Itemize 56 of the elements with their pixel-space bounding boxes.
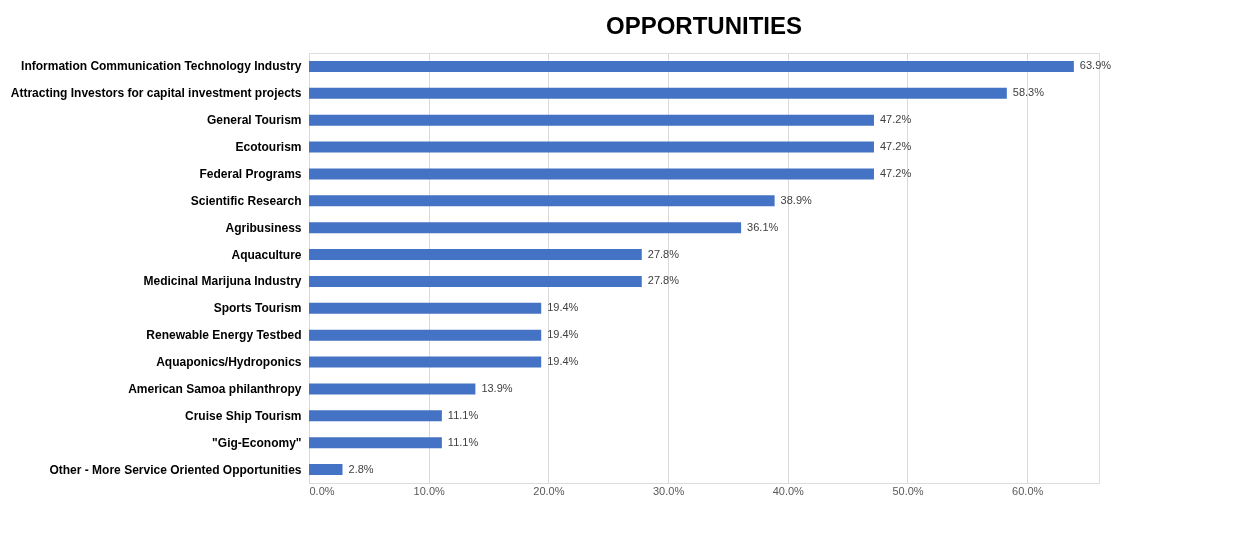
bar <box>309 87 1007 99</box>
bar <box>309 275 642 287</box>
y-tick-label: Medicinal Marijuna Industry <box>143 274 302 289</box>
bar <box>309 60 1074 72</box>
data-label: 11.1% <box>447 435 479 448</box>
y-tick-label: Aquaponics/Hydroponics <box>156 355 302 370</box>
data-label: 47.2% <box>879 166 912 179</box>
y-tick-label: Aquaculture <box>231 247 302 262</box>
x-tick-label: 20.0% <box>533 484 565 497</box>
data-label: 27.8% <box>647 274 680 287</box>
y-tick-label: Other - More Service Oriented Opportunities <box>49 462 302 477</box>
y-tick-label: Ecotourism <box>235 140 302 155</box>
y-tick-label: American Samoa philanthropy <box>128 381 302 396</box>
y-tick-label: Renewable Energy Testbed <box>146 328 302 343</box>
bar <box>309 302 542 314</box>
x-tick-label: 0.0% <box>309 484 335 497</box>
bar <box>309 249 642 261</box>
data-label: 11.1% <box>447 408 479 421</box>
bar <box>309 222 742 234</box>
y-tick-label: Scientific Research <box>190 193 302 208</box>
data-label: 47.2% <box>879 113 912 126</box>
y-tick-label: Federal Programs <box>199 166 302 181</box>
x-tick-label: 60.0% <box>1012 484 1044 497</box>
y-tick-label: "Gig-Economy" <box>212 435 302 450</box>
x-tick-label: 30.0% <box>652 484 685 497</box>
bar <box>309 410 442 422</box>
data-label: 36.1% <box>747 220 779 233</box>
x-tick-label: 40.0% <box>772 484 805 497</box>
y-tick-label: Information Communication Technology Industry <box>21 59 302 74</box>
y-tick-label: General Tourism <box>207 113 302 128</box>
data-label: 58.3% <box>1012 86 1045 99</box>
data-label: 2.8% <box>348 462 374 475</box>
data-label: 63.9% <box>1079 59 1112 72</box>
y-tick-label: Agribusiness <box>225 220 302 235</box>
data-label: 19.4% <box>547 301 579 314</box>
bar <box>309 141 874 153</box>
bar <box>309 114 874 126</box>
data-label: 47.2% <box>879 140 912 153</box>
y-tick-label: Cruise Ship Tourism <box>185 408 302 423</box>
chart-title: OPPORTUNITIES <box>605 12 803 39</box>
y-tick-label: Sports Tourism <box>213 301 302 316</box>
bar <box>309 464 343 476</box>
data-label: 19.4% <box>547 328 579 341</box>
data-label: 19.4% <box>547 355 579 368</box>
data-label: 13.9% <box>481 381 513 394</box>
data-label: 27.8% <box>647 247 680 260</box>
x-tick-label: 10.0% <box>413 484 445 497</box>
bar <box>309 329 542 341</box>
bar <box>309 437 442 449</box>
bar <box>309 356 542 368</box>
x-tick-label: 50.0% <box>892 484 924 497</box>
bar <box>309 383 476 395</box>
y-tick-label: Attracting Investors for capital investment projects <box>10 86 302 101</box>
data-label: 38.9% <box>780 193 813 206</box>
bar <box>309 195 775 207</box>
bar <box>309 168 874 180</box>
